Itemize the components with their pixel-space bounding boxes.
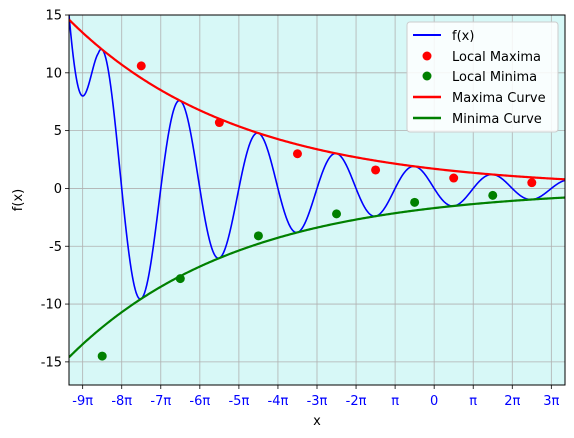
local-maximum-point <box>371 165 381 175</box>
x-tick-label: -7π <box>150 394 171 409</box>
local-maximum-point <box>214 118 224 128</box>
local-maximum-point <box>527 178 537 188</box>
local-minimum-point <box>410 197 420 207</box>
x-tick-label: π <box>391 394 399 409</box>
x-tick-label: -3π <box>307 394 328 409</box>
x-tick-label: π <box>469 394 477 409</box>
legend-swatch-local-maxima <box>422 51 432 61</box>
local-minimum-point <box>488 190 498 200</box>
local-minimum-point <box>253 231 263 241</box>
x-tick-label: -2π <box>346 394 367 409</box>
x-tick-label: 0 <box>430 394 438 409</box>
x-tick-label: 2π <box>504 394 520 409</box>
y-axis-label: f(x) <box>11 189 26 211</box>
local-maximum-point <box>449 173 459 183</box>
y-tick-label: 5 <box>54 124 62 139</box>
series-line-minima-curve <box>69 196 565 359</box>
legend: f(x) Local Maxima Local Minima Maxima Cu… <box>406 21 559 133</box>
legend-swatch-local-minima <box>422 71 432 81</box>
legend-label-minima-curve: Minima Curve <box>452 112 542 127</box>
x-tick-label: -5π <box>228 394 249 409</box>
legend-label-fx: f(x) <box>452 29 474 44</box>
local-minimum-point <box>332 209 342 219</box>
x-tick-label: -6π <box>189 394 210 409</box>
local-maximum-point <box>292 149 302 159</box>
y-ticks: -15 -10 -5 0 5 10 15 <box>41 9 69 370</box>
local-minimum-point <box>97 351 107 361</box>
legend-label-local-minima: Local Minima <box>452 70 537 85</box>
x-ticks: -9π -8π -7π -6π -5π -4π -3π -2π π 0 π 2π 3π <box>72 385 560 409</box>
series-line-fx <box>69 15 565 300</box>
y-tick-label: -5 <box>49 240 62 255</box>
x-axis-label: x <box>313 414 321 429</box>
points <box>97 61 537 361</box>
y-tick-label: 15 <box>45 9 62 24</box>
local-maximum-point <box>136 61 146 71</box>
y-tick-label: -15 <box>41 355 62 370</box>
local-minimum-point <box>175 274 185 284</box>
x-tick-label: -9π <box>72 394 93 409</box>
plot-area <box>69 15 565 359</box>
legend-label-local-maxima: Local Maxima <box>452 50 541 65</box>
series-line-maxima-curve <box>69 18 565 181</box>
x-tick-label: -8π <box>111 394 132 409</box>
x-tick-label: -4π <box>268 394 289 409</box>
y-tick-label: -10 <box>41 298 62 313</box>
legend-label-maxima-curve: Maxima Curve <box>452 91 546 106</box>
x-tick-label: 3π <box>543 394 559 409</box>
legend-box <box>406 21 559 133</box>
y-tick-label: 0 <box>54 182 62 197</box>
y-tick-label: 10 <box>45 66 62 81</box>
